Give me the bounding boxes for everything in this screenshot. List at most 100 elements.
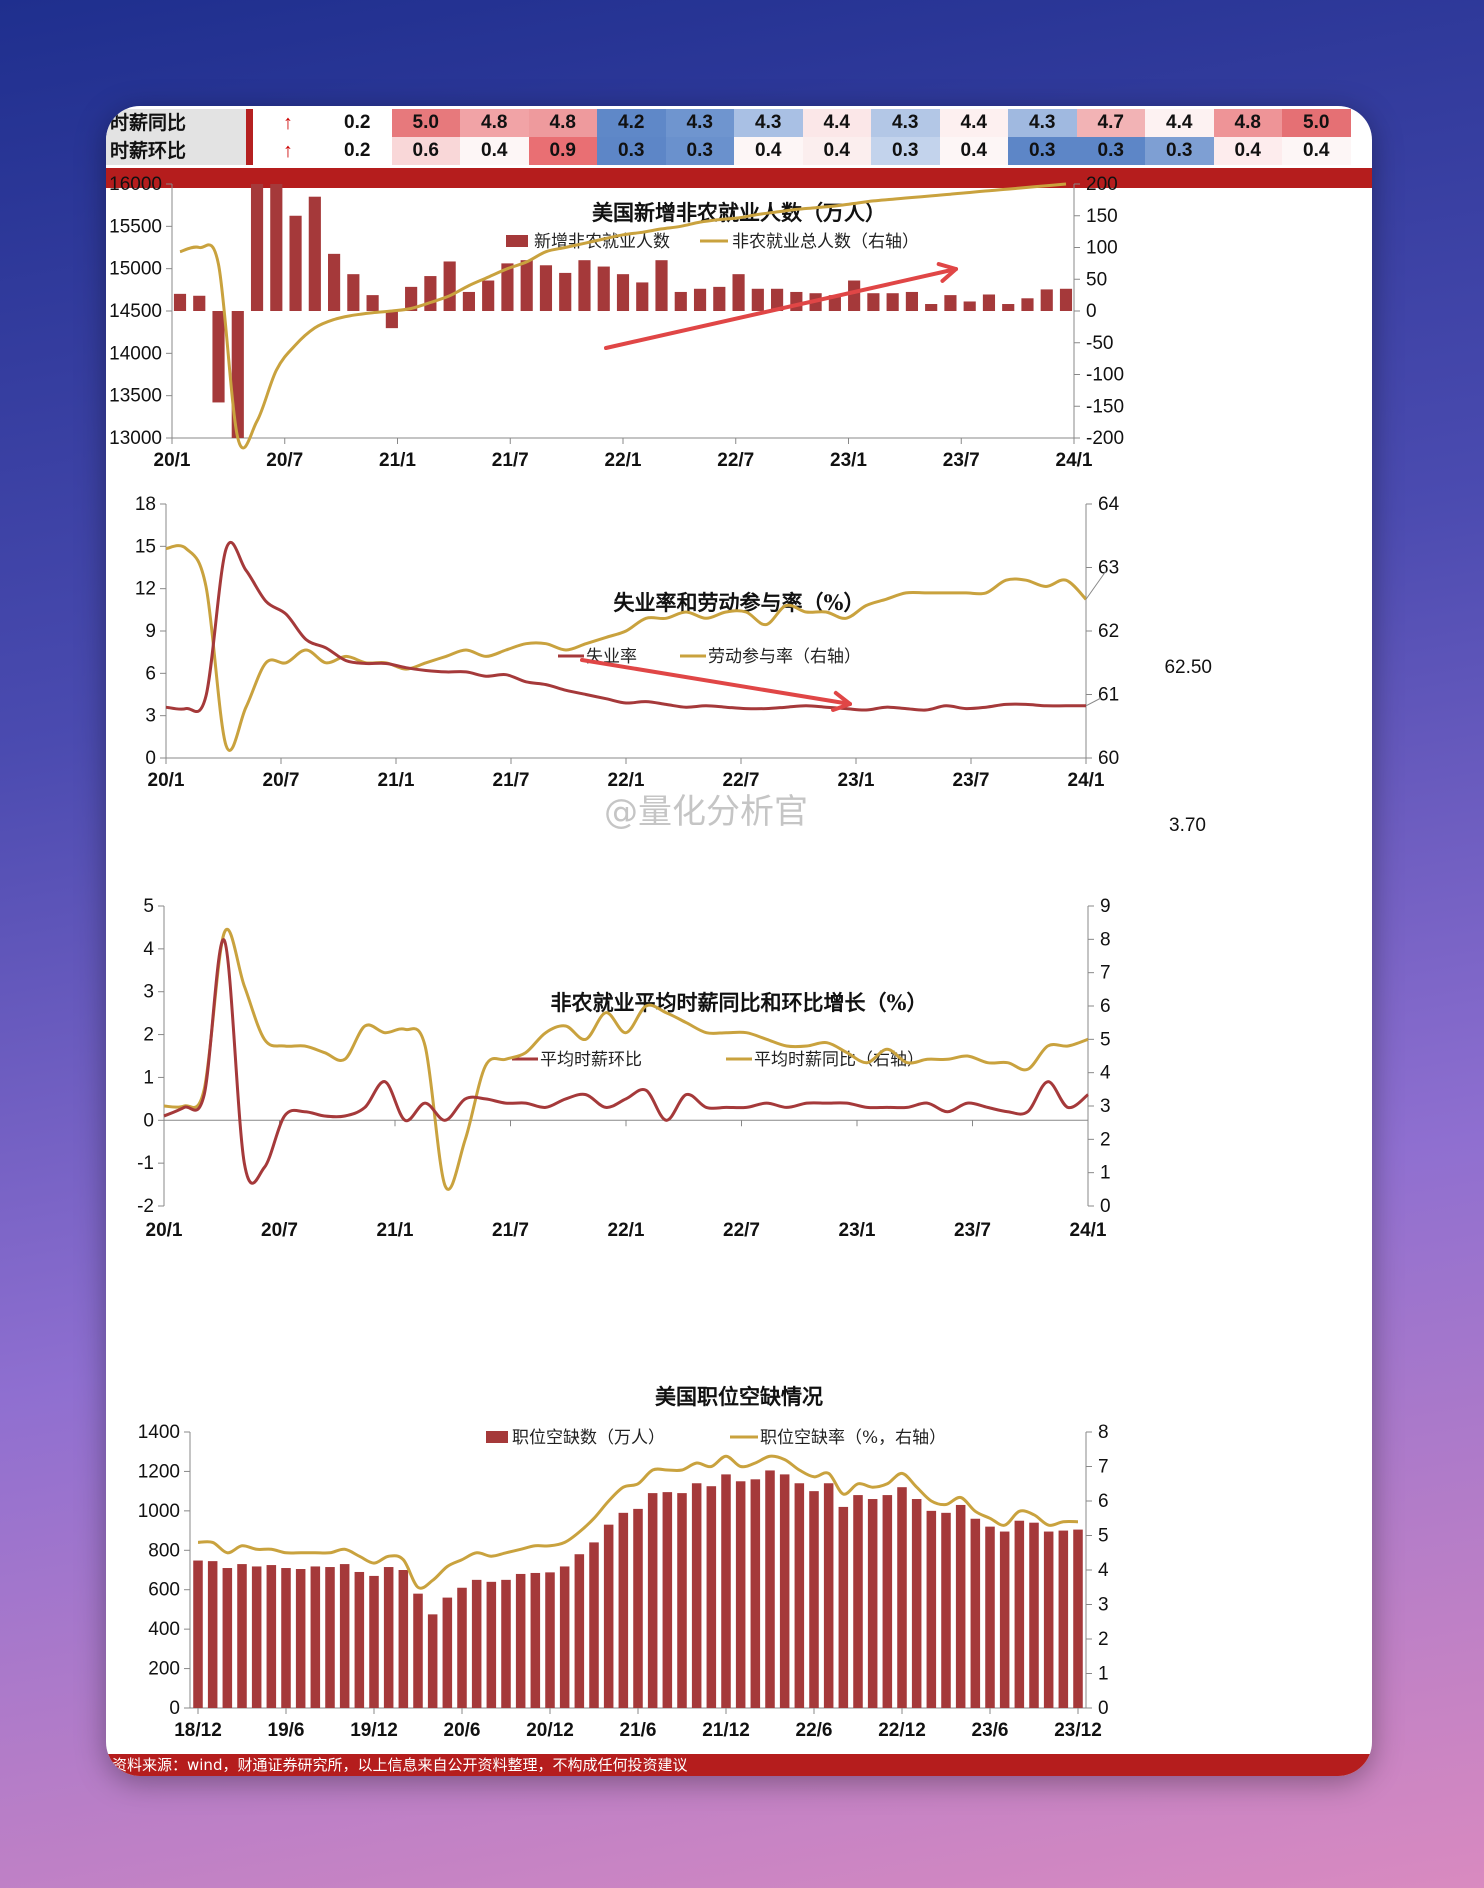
payroll-bar xyxy=(405,286,418,311)
cell: 0.3 xyxy=(1008,137,1077,165)
cell: 4.3 xyxy=(734,109,803,137)
x-tick-label: 21/7 xyxy=(492,450,529,471)
payroll-bar xyxy=(578,260,591,311)
job-openings-bar xyxy=(750,1479,761,1708)
right-tick-label: 150 xyxy=(1086,206,1118,227)
x-tick-label: 24/1 xyxy=(1056,450,1093,471)
left-tick-label: 3 xyxy=(145,706,156,727)
job-openings-bar xyxy=(413,1593,423,1708)
job-openings-bar xyxy=(882,1495,893,1708)
payroll-bar xyxy=(173,293,187,311)
left-tick-label: 1200 xyxy=(138,1461,180,1482)
left-tick-label: 3 xyxy=(143,982,154,1003)
left-tick-label: 200 xyxy=(148,1659,180,1680)
x-tick-label: 22/7 xyxy=(723,770,760,791)
job-openings-bar xyxy=(207,1561,218,1708)
right-tick-label: -150 xyxy=(1086,396,1124,417)
x-tick-label: 21/1 xyxy=(378,770,415,791)
payroll-bar xyxy=(636,282,649,311)
right-tick-label: 9 xyxy=(1100,896,1111,917)
right-tick-label: 63 xyxy=(1098,558,1119,579)
left-tick-label: 13500 xyxy=(109,386,162,407)
job-openings-bar xyxy=(222,1568,233,1708)
job-openings-bar xyxy=(941,1512,951,1708)
x-tick-label: 23/7 xyxy=(953,770,990,791)
job-openings-bar xyxy=(501,1579,511,1708)
left-tick-label: 14000 xyxy=(109,343,162,364)
right-tick-label: 6 xyxy=(1098,1491,1109,1512)
job-openings-bar xyxy=(691,1483,702,1708)
participation-rate-line xyxy=(165,544,1088,752)
right-tick-label: 2 xyxy=(1098,1629,1109,1650)
payroll-bar xyxy=(385,311,398,329)
job-openings-bar xyxy=(867,1499,878,1708)
row-label: 时薪同比 xyxy=(106,109,246,137)
cell: 4.3 xyxy=(665,109,734,137)
payroll-bar xyxy=(1021,298,1034,311)
x-tick-label: 22/7 xyxy=(723,1220,760,1241)
x-tick-label: 24/1 xyxy=(1068,770,1105,791)
payroll-bar xyxy=(539,265,553,311)
x-tick-label: 20/1 xyxy=(146,1220,183,1241)
job-openings-bar xyxy=(677,1493,687,1708)
payroll-bar xyxy=(828,295,841,311)
left-tick-label: 1400 xyxy=(138,1422,180,1443)
x-tick-label: 24/1 xyxy=(1070,1220,1107,1241)
unemployment-rate-line xyxy=(165,540,1086,713)
right-tick-label: 8 xyxy=(1098,1422,1109,1443)
payroll-bar xyxy=(366,295,379,311)
chart3-plot: -2 -1 0 1 2 3 4 5 0 1 2 3 4 5 6 7 8 9 20/1 20/7 21/1 21/7 22/1… xyxy=(137,896,1111,1241)
x-tick-label: 19/6 xyxy=(268,1720,305,1741)
right-tick-label: 0 xyxy=(1086,301,1097,322)
payroll-bar xyxy=(655,260,668,311)
trend-arrow-1 xyxy=(604,267,958,350)
trend-arrow-2 xyxy=(580,658,852,706)
job-openings-bar xyxy=(281,1568,291,1708)
cell: 5.0 xyxy=(391,109,460,137)
x-tick-label: 23/7 xyxy=(954,1220,991,1241)
cell: 0.6 xyxy=(391,137,460,165)
right-tick-label: 5 xyxy=(1098,1526,1109,1547)
job-openings-bar xyxy=(721,1474,731,1708)
job-openings-bar xyxy=(266,1565,277,1708)
chart1-legend-line: 非农就业总人数（右轴） xyxy=(732,232,919,252)
job-openings-bar xyxy=(1014,1520,1025,1708)
left-tick-label: 800 xyxy=(148,1540,180,1561)
x-tick-label: 20/7 xyxy=(263,770,300,791)
chart1-title: 美国新增非农就业人数（万人） xyxy=(592,200,886,225)
right-tick-label: 3 xyxy=(1098,1595,1109,1616)
payroll-bar xyxy=(867,293,880,311)
trend-arrow-2-head xyxy=(831,690,852,712)
x-tick-label: 19/12 xyxy=(350,1720,398,1741)
left-tick-label: 9 xyxy=(145,621,156,642)
job-openings-bar xyxy=(237,1564,247,1708)
payroll-bar xyxy=(732,274,745,311)
job-openings-bar xyxy=(251,1566,262,1708)
left-tick-label: 4 xyxy=(143,939,154,960)
payroll-bar xyxy=(944,295,957,311)
job-openings-bar xyxy=(545,1572,555,1708)
right-tick-label: -100 xyxy=(1086,365,1124,386)
x-tick-label: 23/1 xyxy=(838,770,875,791)
right-tick-label: 60 xyxy=(1098,748,1119,769)
cell: 4.8 xyxy=(1213,109,1282,137)
x-tick-label: 21/12 xyxy=(702,1720,750,1741)
right-tick-label: 100 xyxy=(1086,238,1118,259)
job-openings-bar xyxy=(427,1614,438,1708)
payroll-bar xyxy=(308,196,321,311)
table-row-mom: 时薪环比 ↑ 0.2 0.6 0.4 0.9 0.3 0.3 0.4 0.4 0… xyxy=(106,137,1372,165)
chart3-title: 非农就业平均时薪同比和环比增长（%） xyxy=(551,990,928,1015)
chart4-legend-bar: 职位空缺数（万人） xyxy=(512,1428,665,1448)
left-tick-label: 0 xyxy=(143,1110,154,1131)
x-tick-label: 22/12 xyxy=(878,1720,926,1741)
payroll-bar xyxy=(462,291,475,311)
chart4-title: 美国职位空缺情况 xyxy=(655,1384,823,1409)
job-openings-bar xyxy=(999,1531,1010,1708)
payroll-bar xyxy=(212,311,225,403)
left-tick-label: 15500 xyxy=(109,216,162,237)
x-tick-label: 23/7 xyxy=(943,450,980,471)
cell: 4.4 xyxy=(1145,109,1214,137)
x-tick-label: 22/1 xyxy=(605,450,642,471)
payroll-bar xyxy=(751,288,764,311)
payroll-bar xyxy=(597,266,610,311)
